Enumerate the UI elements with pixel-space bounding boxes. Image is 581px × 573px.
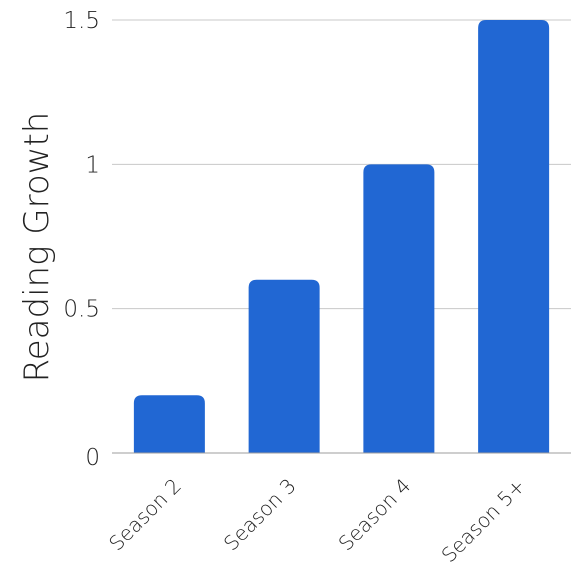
bar-season-4 (363, 164, 435, 454)
x-tick-label-1: Season 3 (219, 474, 301, 556)
x-tick-label-2: Season 4 (334, 474, 416, 556)
y-axis-label: Reading Growth (17, 112, 57, 383)
bars (133, 20, 550, 454)
y-tick-label-2: 1 (85, 152, 100, 178)
x-tick-labels: Season 2 Season 3 Season 4 Season 5+ (104, 474, 530, 568)
y-tick-label-0: 0 (85, 445, 100, 471)
x-tick-label-0: Season 2 (104, 474, 186, 556)
bar-season-5 (478, 20, 550, 453)
x-tick-label-3: Season 5+ (437, 474, 531, 568)
bar-season-3 (248, 279, 320, 453)
y-tick-label-1: 0.5 (63, 297, 100, 323)
bar-season-2 (133, 395, 205, 453)
y-tick-labels: 0 0.5 1 1.5 (63, 8, 100, 471)
y-tick-label-3: 1.5 (63, 8, 100, 34)
